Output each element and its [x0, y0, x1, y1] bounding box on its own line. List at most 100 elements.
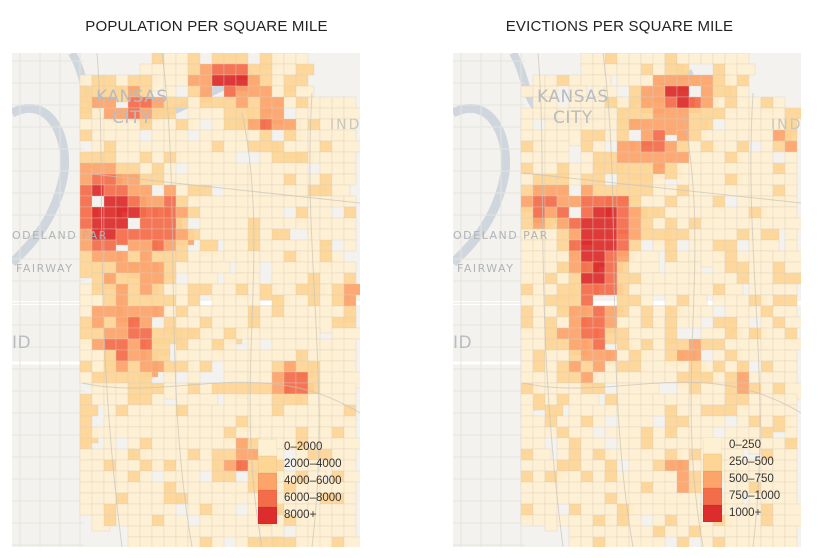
census-tract — [139, 327, 153, 340]
census-tract — [127, 228, 141, 241]
census-tract — [736, 305, 750, 318]
census-tract — [532, 349, 546, 362]
census-tract — [616, 228, 630, 241]
census-tract — [187, 118, 201, 131]
map-label-fairway: FAIRWAY — [457, 262, 515, 275]
census-tract — [283, 305, 297, 318]
map-label-ind: IND — [771, 117, 801, 133]
census-tract — [676, 85, 690, 98]
census-tract — [235, 481, 249, 494]
census-tract — [664, 426, 678, 439]
legend-item: 0–250 — [703, 437, 780, 454]
census-tract — [688, 470, 702, 483]
census-tract — [211, 470, 225, 483]
census-tract — [199, 228, 213, 241]
legend-label: 6000–8000 — [284, 491, 342, 504]
census-tract — [748, 118, 762, 131]
census-tract — [628, 437, 642, 450]
census-tract — [247, 536, 261, 547]
census-tract — [592, 140, 606, 153]
census-tract — [187, 470, 201, 483]
census-tract — [544, 382, 558, 395]
census-tract — [295, 184, 309, 197]
census-tract — [592, 338, 606, 351]
census-tract — [616, 305, 630, 318]
census-tract — [223, 382, 237, 395]
census-tract — [151, 294, 165, 307]
census-tract — [580, 382, 594, 395]
census-tract — [724, 206, 738, 219]
census-tract — [568, 250, 582, 263]
census-tract — [700, 228, 714, 241]
census-tract — [79, 195, 93, 208]
census-tract — [712, 371, 726, 384]
census-tract — [187, 349, 201, 362]
census-tract — [748, 338, 762, 351]
census-tract — [676, 426, 690, 439]
census-tract — [271, 228, 291, 241]
census-tract — [247, 96, 261, 109]
population-choropleth-map[interactable]: KANSAS CITY ODELAND PAR FAIRWAY ID IND 0… — [12, 53, 360, 547]
census-tract — [664, 470, 678, 483]
census-tracts — [520, 53, 801, 547]
census-tract — [223, 525, 237, 538]
census-tract — [187, 459, 201, 472]
census-tract — [199, 206, 213, 219]
census-tract — [580, 53, 594, 65]
census-tract — [616, 63, 630, 76]
census-tract — [307, 305, 321, 318]
census-tract — [127, 481, 141, 494]
census-tract — [580, 503, 594, 516]
census-tract — [343, 217, 357, 230]
census-tract — [211, 525, 225, 538]
census-tract — [664, 195, 678, 208]
census-tract — [127, 514, 141, 527]
census-tract — [556, 481, 570, 494]
census-tract — [247, 338, 261, 351]
census-tract — [628, 63, 642, 76]
census-tract — [199, 404, 213, 417]
census-tract — [616, 514, 630, 527]
census-tract — [223, 349, 237, 362]
census-tract — [115, 481, 129, 494]
census-tract — [772, 162, 786, 175]
census-tract — [235, 85, 249, 98]
legend-item: 1000+ — [703, 505, 780, 522]
census-tract — [115, 140, 129, 153]
census-tract — [211, 107, 225, 120]
census-tract — [736, 85, 750, 98]
census-tract — [151, 536, 165, 547]
census-tract — [211, 96, 225, 109]
evictions-choropleth-map[interactable]: KANSAS CITY ODELAND PAR FAIRWAY ID IND 0… — [453, 53, 801, 547]
census-tract — [664, 96, 678, 109]
census-tract — [520, 481, 534, 494]
census-tract — [556, 250, 570, 263]
census-tract — [664, 525, 678, 538]
census-tract — [199, 261, 213, 274]
census-tract — [568, 525, 582, 538]
census-tract — [283, 217, 297, 230]
census-tract — [532, 448, 552, 461]
census-tract — [676, 470, 690, 483]
census-tract — [724, 239, 738, 252]
census-tract — [580, 195, 594, 208]
census-tract — [331, 162, 345, 175]
census-tract — [688, 305, 702, 318]
census-tract — [259, 426, 273, 439]
census-tract — [187, 536, 201, 547]
census-tract — [640, 437, 654, 450]
census-tract — [151, 63, 165, 76]
census-tract — [151, 426, 165, 439]
legend-label: 250–500 — [729, 455, 774, 468]
census-tract — [247, 371, 261, 384]
census-tract — [163, 503, 177, 516]
census-tract — [139, 382, 153, 395]
census-tract — [283, 173, 297, 186]
census-tract — [103, 316, 117, 329]
census-tract — [139, 151, 153, 164]
census-tract — [772, 272, 786, 285]
census-tract — [736, 536, 750, 547]
census-tract — [580, 184, 594, 197]
census-tract — [259, 316, 273, 329]
census-tract — [724, 404, 738, 417]
